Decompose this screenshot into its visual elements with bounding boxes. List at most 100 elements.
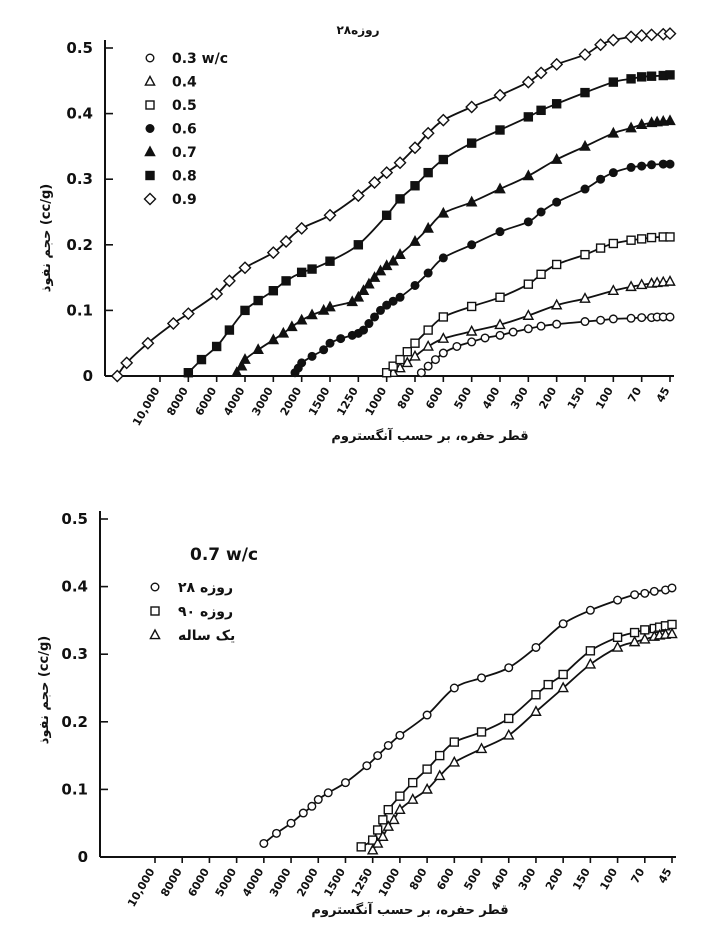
data-point: [336, 334, 346, 344]
data-point: [271, 828, 281, 838]
data-point: [362, 761, 372, 771]
data-point: [381, 368, 392, 378]
data-point: [410, 338, 420, 348]
data-point: [238, 261, 252, 275]
data-point: [323, 788, 333, 798]
x-tick-label: 200: [537, 385, 560, 412]
data-point: [382, 300, 392, 310]
data-point: [325, 338, 335, 348]
legend-marker: [149, 628, 161, 640]
data-point: [645, 28, 659, 42]
x-tick-label: 600: [434, 866, 457, 893]
data-point: [410, 181, 420, 191]
data-point: [557, 681, 569, 693]
x-tick-label: 70: [625, 385, 644, 405]
data-point: [636, 234, 647, 244]
data-point: [211, 341, 222, 352]
data-point: [313, 795, 323, 805]
data-point: [380, 166, 394, 180]
data-point: [382, 820, 395, 831]
series-line: [371, 633, 673, 851]
x-tick-label: 1250: [334, 385, 361, 418]
legend-label: 0.5: [172, 98, 197, 114]
data-point: [375, 305, 385, 315]
data-point: [640, 625, 650, 635]
x-axis-title: قطر حفره، بر حسب آنگستروم: [331, 427, 528, 444]
data-point: [626, 74, 636, 84]
x-tick-label: 45: [656, 866, 675, 886]
data-point: [466, 301, 477, 312]
series-3: [381, 232, 675, 378]
data-point: [423, 167, 433, 178]
data-point: [608, 168, 618, 178]
legend-marker: [145, 170, 155, 181]
data-point: [422, 339, 434, 351]
x-axis-title: قطر حفره، بر حسب آنگستروم: [311, 901, 508, 918]
chart-title: 0.7 w/c: [190, 545, 258, 565]
data-point: [647, 160, 657, 170]
data-point: [395, 730, 405, 740]
data-point: [467, 240, 477, 250]
data-point: [297, 358, 307, 368]
data-point: [596, 174, 606, 184]
legend-label: ۹۰ روزه: [178, 604, 233, 620]
x-tick-label: 2000: [278, 385, 305, 418]
data-point: [665, 232, 675, 242]
data-point: [298, 808, 308, 818]
series-1: [259, 583, 677, 848]
series-1: [416, 312, 675, 378]
data-point: [579, 139, 591, 151]
data-point: [606, 33, 620, 47]
data-point: [664, 114, 676, 126]
data-point: [467, 337, 477, 347]
data-point: [635, 29, 649, 43]
x-tick-label: 10,000: [130, 385, 163, 429]
legend-marker: [150, 606, 160, 616]
data-point: [667, 619, 677, 630]
data-point: [408, 141, 422, 155]
legend-label: ۲۸ روزه: [178, 580, 233, 596]
data-point: [625, 121, 637, 133]
data-point: [340, 778, 350, 788]
x-tick-label: 150: [570, 866, 593, 893]
data-point: [410, 280, 420, 290]
data-point: [423, 268, 433, 278]
data-point: [166, 317, 180, 331]
data-point: [371, 836, 384, 848]
data-point: [608, 238, 619, 249]
data-point: [395, 791, 405, 801]
data-point: [437, 206, 450, 218]
data-point: [493, 88, 507, 102]
x-tick-label: 800: [395, 385, 418, 412]
x-tick-label: 300: [508, 385, 531, 412]
x-tick-label: 400: [489, 866, 512, 893]
x-tick-label: 600: [423, 385, 446, 412]
data-point: [608, 77, 619, 87]
data-point: [279, 235, 293, 249]
data-point: [406, 793, 419, 804]
data-point: [637, 161, 647, 171]
series-line: [263, 587, 673, 845]
y-tick-label: 0.1: [61, 780, 88, 798]
series-3: [366, 627, 678, 855]
data-point: [585, 646, 596, 656]
data-point: [307, 264, 317, 274]
data-point: [409, 349, 421, 361]
x-tick-label: 6000: [185, 866, 212, 899]
series-4: [290, 159, 675, 378]
data-point: [395, 354, 405, 365]
legend-marker: [145, 53, 155, 63]
legend-marker: [150, 582, 160, 592]
x-tick-label: 500: [452, 385, 475, 412]
data-point: [393, 156, 407, 170]
data-point: [436, 113, 450, 127]
y-tick-label: 0.4: [66, 105, 93, 123]
data-point: [422, 221, 434, 233]
data-point: [307, 801, 317, 811]
data-point: [612, 632, 623, 642]
data-point: [639, 632, 651, 644]
data-point: [550, 57, 564, 71]
data-point: [423, 325, 433, 335]
x-tick-label: 500: [461, 866, 484, 893]
data-point: [495, 330, 505, 340]
